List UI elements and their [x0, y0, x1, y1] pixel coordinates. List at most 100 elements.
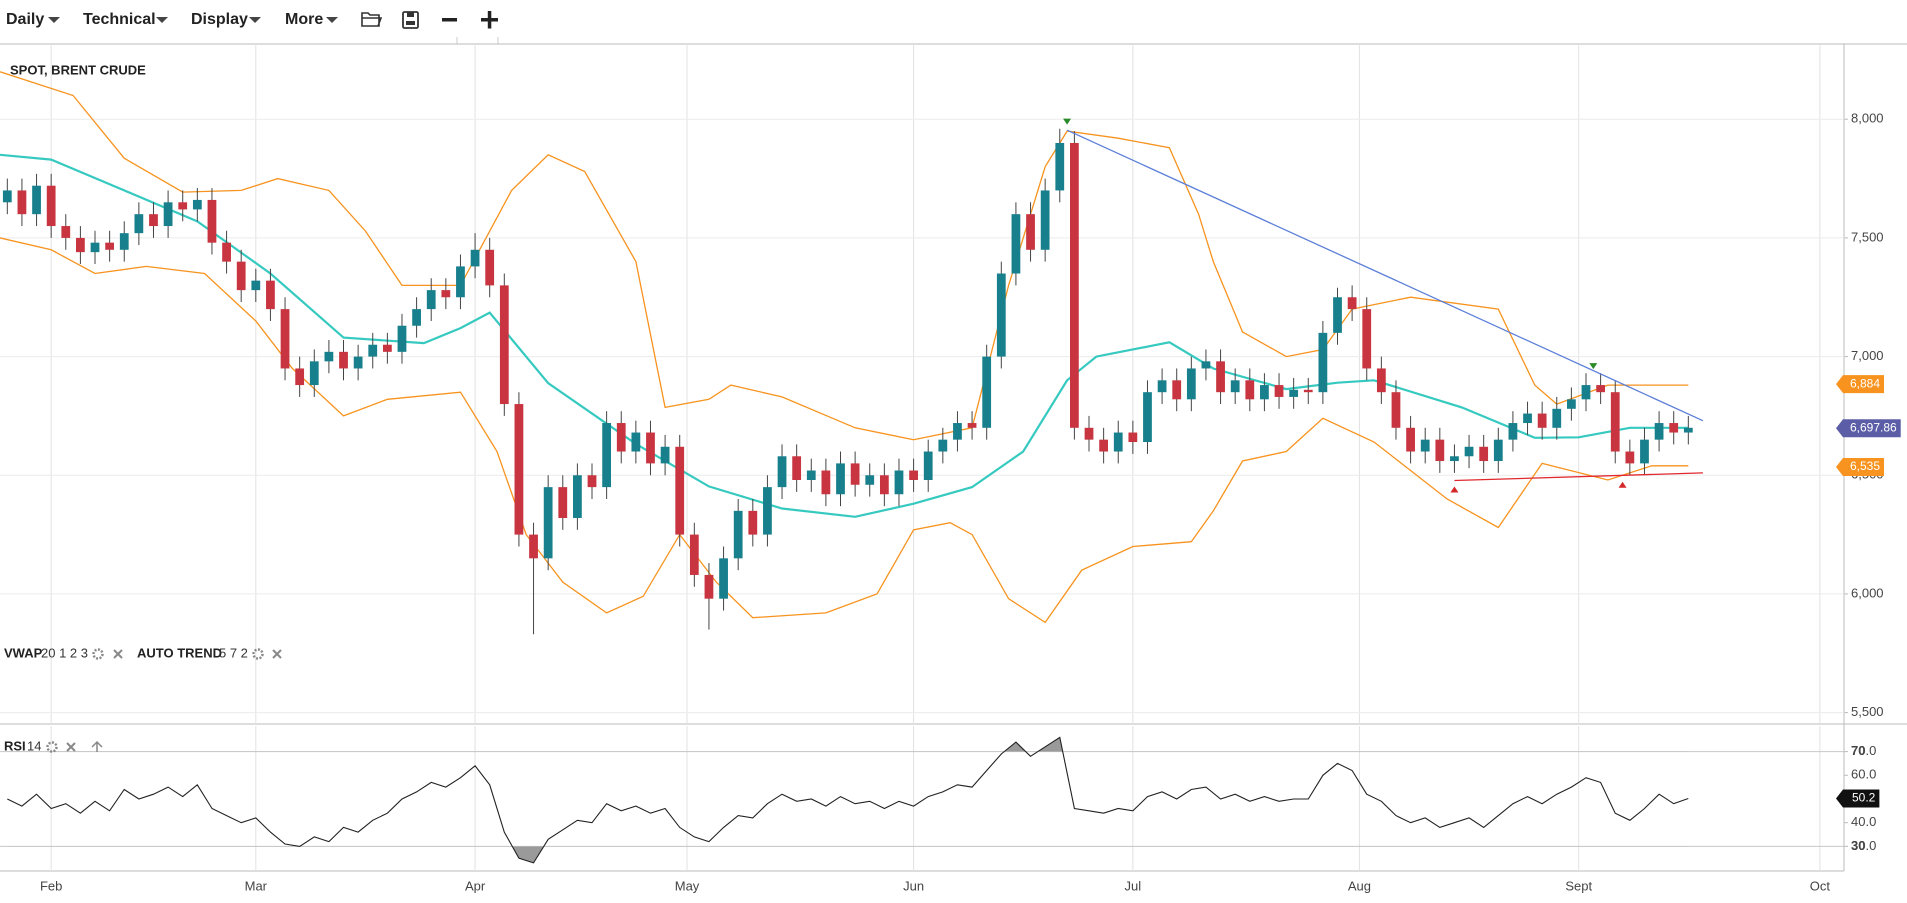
candle-body — [1245, 380, 1255, 400]
candle-body — [382, 344, 392, 352]
candle-body — [1669, 423, 1679, 433]
candle-body — [1464, 446, 1474, 457]
open-icon[interactable] — [361, 12, 383, 27]
indicator-name: AUTO TREND — [137, 645, 222, 660]
candle-body — [368, 344, 378, 357]
candle-body — [353, 356, 363, 369]
remove-icon[interactable] — [113, 649, 123, 659]
rsi-params: 14 — [27, 738, 41, 753]
candle-body — [602, 423, 612, 488]
save-slot[interactable] — [407, 12, 414, 17]
x-tick-label: Jul — [1125, 878, 1142, 893]
candle-body — [1508, 423, 1518, 440]
rsi-name: RSI — [4, 738, 26, 753]
rsi-band-label: 70 — [1851, 743, 1865, 758]
menu-daily[interactable]: Daily — [6, 11, 44, 28]
remove-icon[interactable] — [66, 742, 76, 752]
zoom-in-icon[interactable] — [481, 11, 498, 29]
candle-body — [499, 285, 509, 405]
candle-body — [456, 266, 465, 298]
save-icon[interactable] — [402, 11, 419, 29]
candle-body — [1610, 392, 1620, 452]
remove-icon[interactable] — [272, 649, 282, 659]
candle-body — [2, 190, 12, 203]
zoom-out-icon[interactable] — [442, 18, 457, 22]
candle-body — [675, 446, 685, 535]
candle-body — [207, 199, 217, 243]
candle-body — [836, 463, 845, 495]
candle-body — [236, 261, 246, 291]
candle-body — [309, 361, 319, 386]
y-tick-label: 60.0 — [1851, 767, 1876, 782]
candle-body — [777, 456, 787, 488]
candle-body — [412, 309, 421, 326]
candle-body — [1406, 427, 1415, 452]
move-up-icon[interactable] — [91, 740, 103, 752]
candle-body — [76, 237, 85, 253]
candle-body — [1318, 332, 1328, 393]
candle-body — [909, 470, 918, 481]
candle-body — [339, 351, 348, 369]
y-tick-label: 7,500 — [1851, 229, 1884, 244]
caret[interactable] — [156, 17, 168, 23]
overbought-fill — [1004, 737, 1063, 752]
candle-body — [1172, 380, 1182, 400]
candle-body — [938, 439, 948, 452]
candle-body — [1070, 142, 1079, 428]
candle-body — [967, 423, 977, 428]
candle-body — [426, 290, 436, 310]
menu-display[interactable]: Display — [191, 11, 248, 28]
candle-body — [573, 475, 582, 518]
settings-icon[interactable] — [92, 648, 104, 660]
candle-body — [105, 242, 115, 250]
candle-body — [1040, 190, 1050, 250]
candle-body — [660, 446, 670, 464]
candle-body — [1391, 392, 1401, 428]
y-tick-label: 70.0 — [1851, 743, 1876, 758]
candle-body — [543, 487, 553, 559]
candle-body — [1084, 427, 1094, 440]
candle-body — [295, 368, 305, 386]
candle-body — [1186, 368, 1196, 400]
candle-body — [1026, 214, 1035, 250]
candle-body — [1011, 214, 1021, 274]
candle-body — [119, 233, 129, 250]
rsi-line — [7, 736, 1689, 864]
candle-body — [397, 325, 407, 352]
axes: Feb Mar Apr May Jun Jul Aug Sept Oct 5,500 6,000 6,… — [40, 111, 1901, 893]
y-tick-label: 40.0 — [1851, 814, 1876, 829]
candle-body — [821, 470, 831, 495]
candle-body — [748, 510, 758, 535]
candle-body — [1362, 309, 1372, 369]
menu-more[interactable]: More — [285, 11, 323, 28]
menu-technical[interactable]: Technical — [83, 11, 156, 28]
caret[interactable] — [249, 17, 261, 23]
candle-body — [558, 487, 568, 518]
candle-body — [1640, 439, 1649, 464]
save-label[interactable] — [406, 21, 415, 25]
candle-body — [1435, 439, 1445, 462]
candle-body — [46, 185, 56, 227]
settings-icon[interactable] — [46, 741, 58, 753]
caret[interactable] — [48, 17, 60, 23]
candle-body — [163, 202, 173, 227]
rsi-value-tag — [1836, 789, 1880, 808]
rsi-legend: RSI 14 — [4, 738, 103, 753]
candle-body — [1493, 439, 1503, 462]
y-tick-label: 7,000 — [1851, 348, 1884, 363]
candle-body — [1216, 361, 1225, 393]
candle-body — [149, 214, 158, 227]
candle-body — [894, 470, 904, 495]
rsi-band-label: 30 — [1851, 838, 1865, 853]
candle-body — [1523, 413, 1532, 424]
settings-icon[interactable] — [252, 648, 264, 660]
candle-body — [441, 290, 451, 298]
candle-body — [850, 463, 860, 485]
y-tick-label: 6,000 — [1851, 585, 1884, 600]
x-tick-label: Aug — [1348, 878, 1371, 893]
candle-body — [1099, 439, 1109, 452]
candle-body — [251, 280, 261, 291]
caret[interactable] — [326, 17, 338, 23]
candle-body — [1420, 439, 1430, 452]
